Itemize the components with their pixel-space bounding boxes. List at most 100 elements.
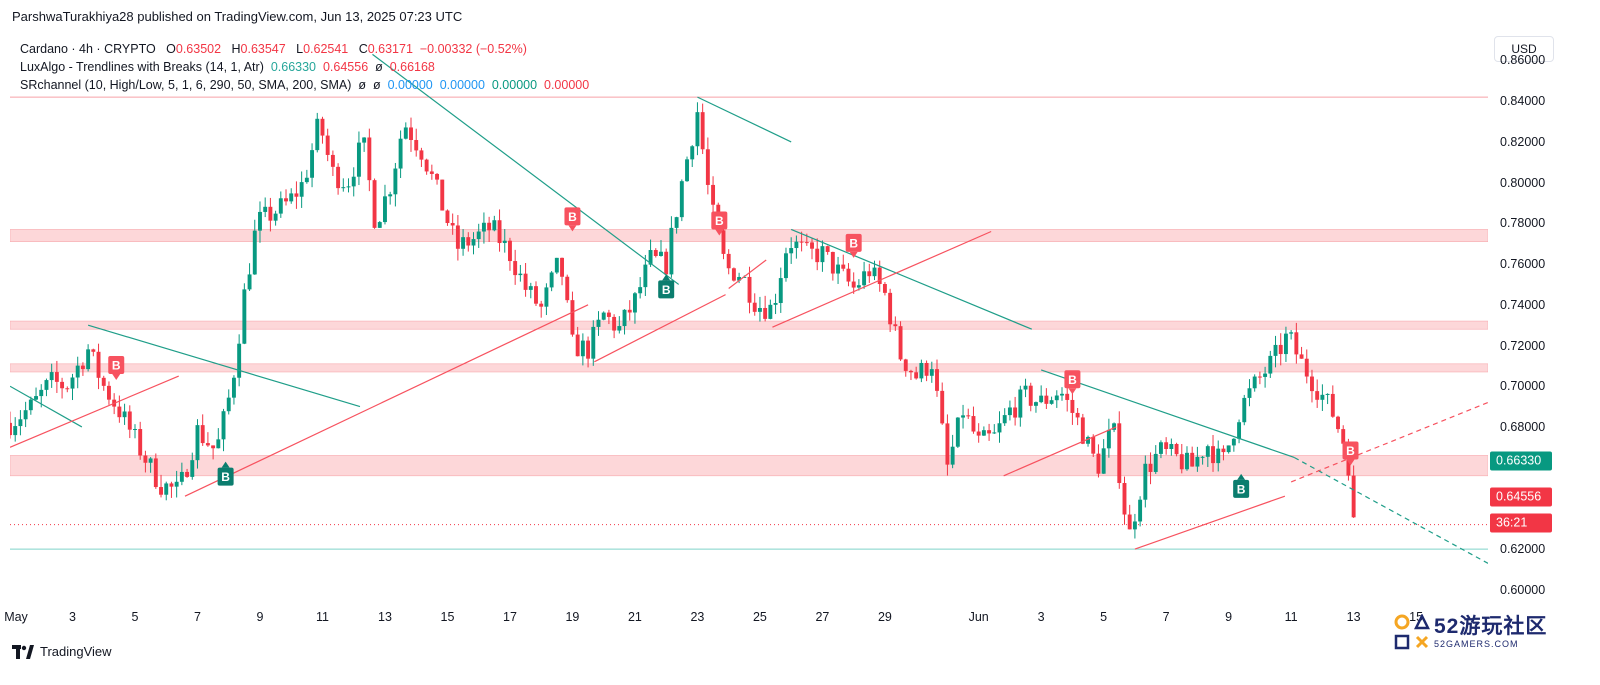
candle-body: [419, 150, 424, 160]
candle-body: [643, 264, 648, 288]
candle-body: [231, 377, 236, 398]
candle-body: [659, 251, 663, 256]
uptrend-line: [772, 230, 992, 328]
break-marker-label: B: [221, 470, 230, 484]
candle-body: [247, 274, 252, 290]
candle-body: [471, 239, 476, 246]
watermark-icons: [1394, 614, 1430, 650]
price-tick-label: 0.84000: [1500, 94, 1546, 109]
candle-body: [1336, 416, 1340, 430]
candle-body: [216, 439, 221, 449]
candle-body: [1122, 483, 1127, 515]
time-tick-label: May: [4, 610, 28, 624]
candle-body: [731, 268, 736, 281]
candle-body: [721, 230, 726, 254]
time-tick-label: 5: [1100, 610, 1108, 624]
candle-body: [799, 241, 804, 243]
candle-body: [429, 171, 434, 174]
time-tick-label: 3: [1037, 610, 1045, 624]
candle-body: [856, 285, 861, 288]
time-tick-label: 11: [315, 610, 329, 624]
legend-indicator-1[interactable]: LuxAlgo - Trendlines with Breaks (14, 1,…: [20, 58, 589, 76]
candle-body: [961, 415, 965, 418]
candle-body: [606, 312, 611, 317]
watermark-title: 52游玩社区: [1434, 614, 1548, 638]
candle-body: [903, 359, 908, 371]
candle-body: [1034, 402, 1038, 406]
downtrend-line: [1293, 456, 1488, 564]
candle-body: [278, 198, 283, 214]
candle-body: [372, 180, 377, 228]
candle-body: [695, 112, 700, 147]
candle-body: [596, 319, 601, 327]
candle-body: [1054, 395, 1059, 401]
price-tick-label: 0.68000: [1500, 419, 1546, 434]
candle-body: [440, 179, 445, 211]
candle-body: [966, 415, 971, 417]
candle-body: [174, 481, 179, 487]
candle-body: [476, 231, 481, 240]
candle-body: [351, 176, 356, 187]
candle-body: [1023, 385, 1028, 390]
legend-indicator-2[interactable]: SRchannel (10, High/Low, 5, 1, 6, 290, 5…: [20, 76, 589, 94]
candle-body: [252, 230, 257, 275]
candle-body: [1263, 373, 1268, 377]
candle-body: [153, 458, 158, 488]
candle-body: [28, 399, 33, 411]
time-tick-label: Jun: [968, 610, 989, 624]
square-icon: [1394, 634, 1410, 650]
time-tick-label: 9: [256, 610, 264, 624]
candle-body: [1070, 399, 1075, 413]
candle-body: [877, 267, 882, 285]
candle-body: [820, 246, 825, 263]
uptrend-line: [728, 259, 767, 289]
currency-button[interactable]: USD: [1494, 36, 1554, 62]
candle-body: [664, 251, 669, 275]
candle-body: [414, 140, 419, 151]
candle-body: [86, 349, 91, 370]
published-line: ParshwaTurakhiya28 published on TradingV…: [12, 9, 463, 24]
legend-l-value: 0.62541: [303, 42, 349, 56]
indicator-1-name: LuxAlgo - Trendlines with Breaks (14, 1,…: [20, 60, 264, 74]
candle-body: [955, 417, 960, 447]
candle-body: [179, 471, 184, 482]
candle-body: [60, 381, 65, 389]
candle-body: [1289, 332, 1294, 334]
candle-body: [804, 242, 809, 244]
candle-body: [320, 118, 325, 136]
uptrend-line: [1134, 495, 1286, 550]
candle-body: [49, 372, 54, 381]
price-tick-label: 0.72000: [1500, 338, 1546, 353]
time-tick-label: 19: [565, 610, 580, 624]
candle-body: [523, 273, 528, 290]
candle-body: [164, 483, 169, 495]
price-chart[interactable]: B B B B B B B B B: [10, 34, 1488, 600]
candle-body: [466, 237, 471, 246]
candle-body: [924, 362, 929, 376]
tradingview-logo[interactable]: TradingView: [12, 644, 112, 659]
candle-body: [1330, 393, 1335, 417]
candle-body: [752, 302, 757, 312]
time-tick-label: 13: [1346, 610, 1361, 624]
candle-body: [127, 411, 132, 430]
watermark: 52游玩社区 52GAMERS.COM: [1394, 614, 1547, 650]
candle-body: [1221, 448, 1226, 453]
candle-body: [914, 372, 919, 379]
candle-body: [1320, 394, 1325, 400]
candle-body: [106, 385, 111, 400]
candle-body: [810, 242, 814, 249]
candle-body: [497, 220, 502, 244]
candle-body: [685, 159, 689, 182]
legend-symbol[interactable]: Cardano · 4h · CRYPTO: [20, 42, 156, 56]
candle-body: [794, 241, 799, 249]
candle-body: [726, 253, 731, 269]
candle-body: [258, 211, 262, 231]
downtrend-line: [87, 324, 361, 408]
legend-ohlc-row: Cardano · 4h · CRYPTO O0.63502 H0.63547 …: [20, 40, 589, 58]
time-tick-label: 7: [193, 610, 201, 624]
candle-body: [1273, 344, 1278, 356]
candle-body: [330, 154, 335, 167]
candle-body: [1247, 388, 1252, 398]
candle-body: [325, 135, 330, 155]
candle-body: [549, 272, 554, 288]
